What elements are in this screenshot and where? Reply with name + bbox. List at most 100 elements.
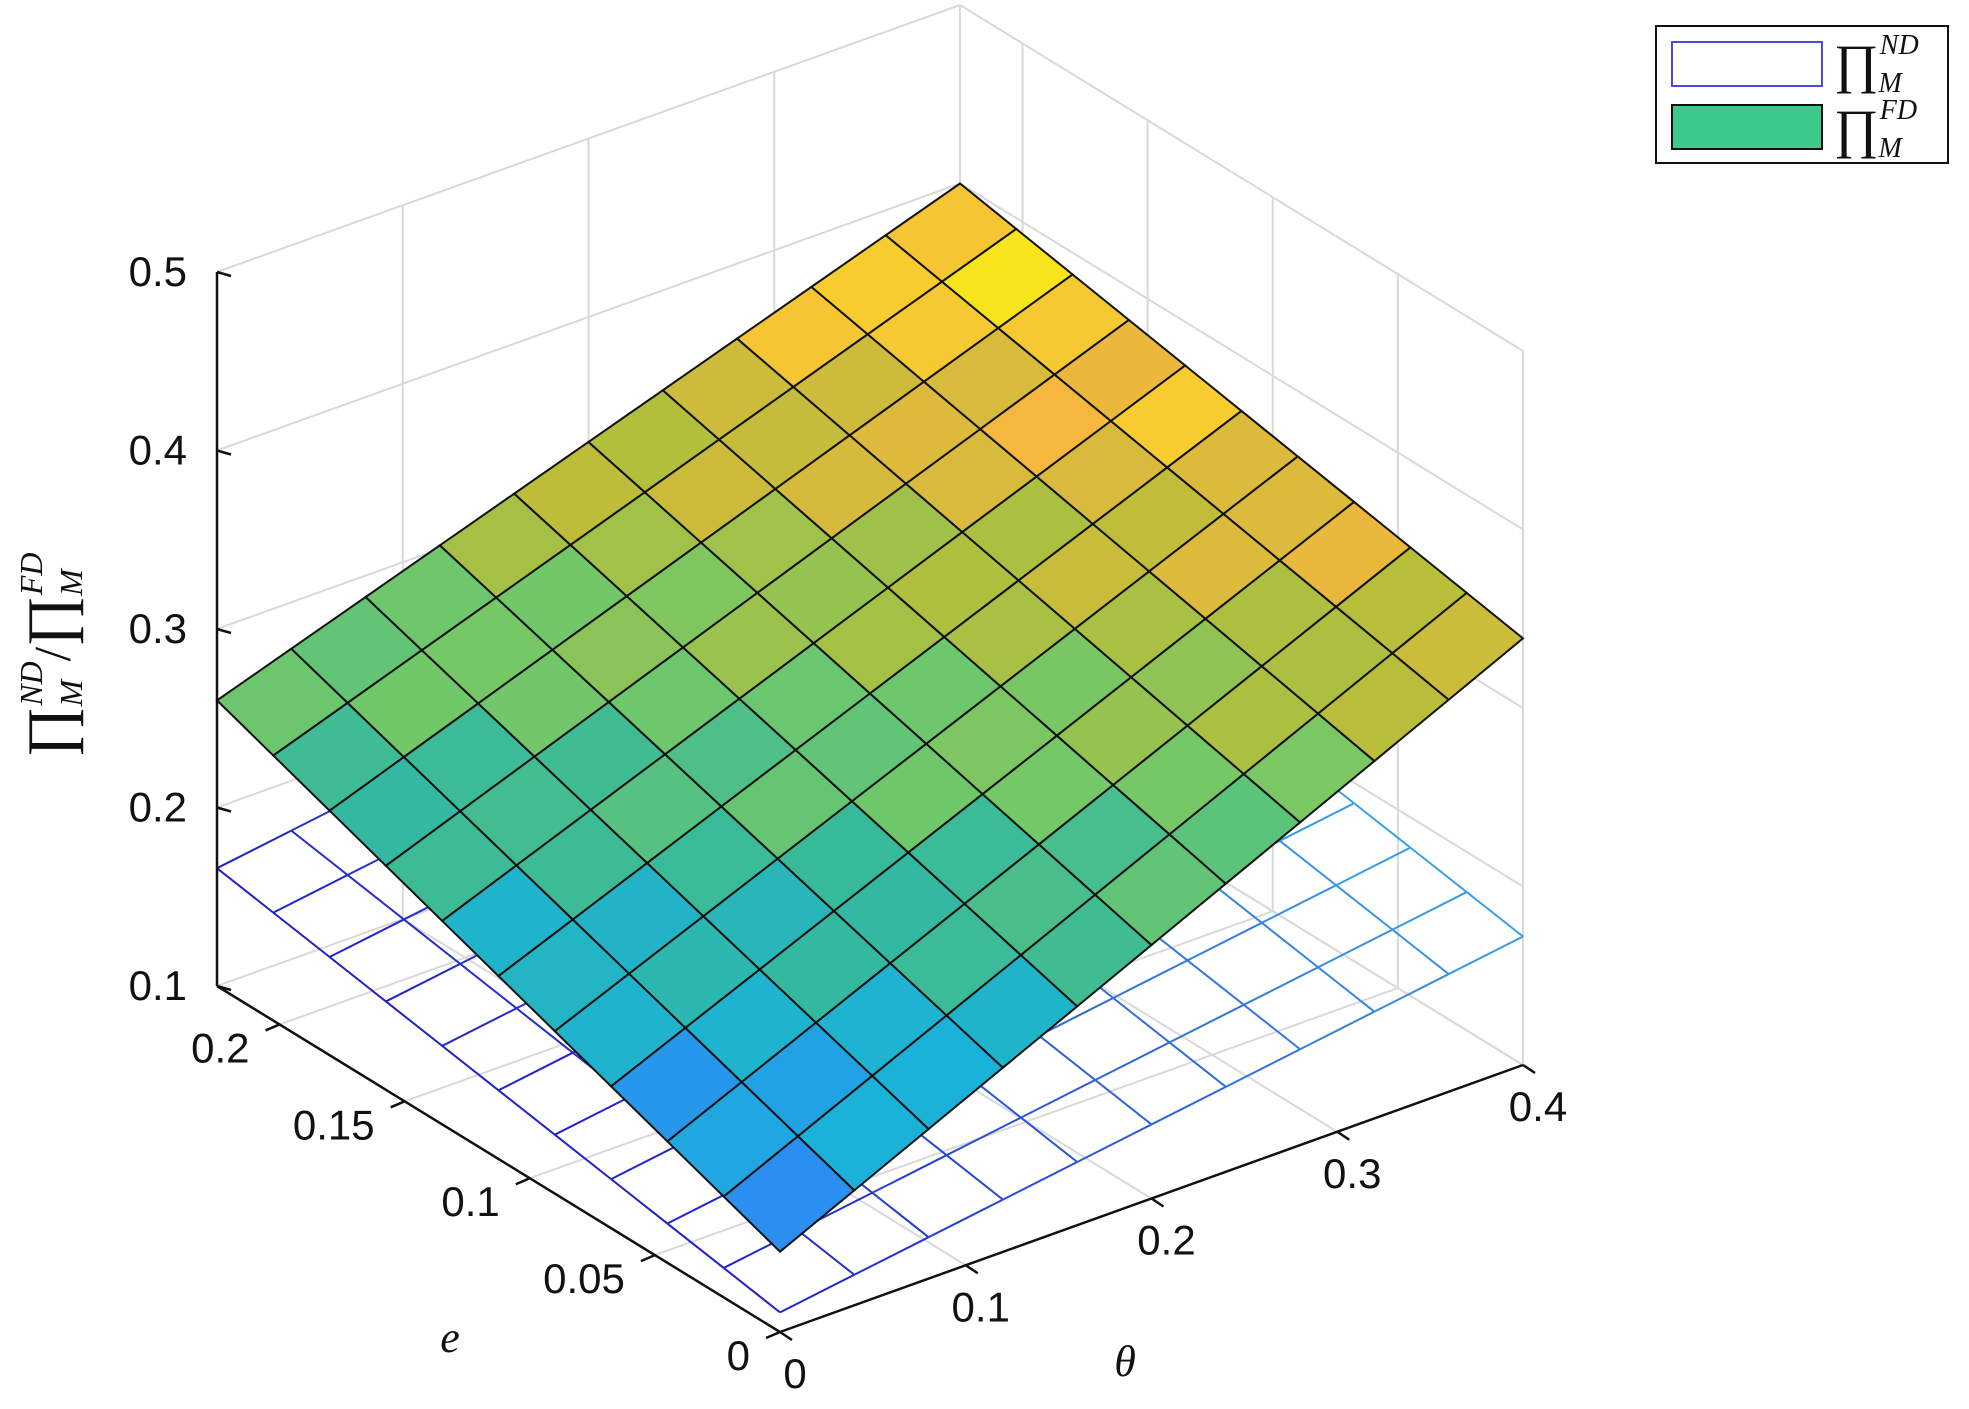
z-label-sub-2: M (53, 567, 89, 597)
y-tick-mark (640, 1253, 656, 1263)
nd-mesh-line (216, 867, 274, 914)
x-tick-label: 0.4 (1509, 1083, 1567, 1130)
fd-surface-cell (1390, 591, 1525, 702)
nd-mesh-line (1243, 966, 1319, 1006)
nd-mesh-line (346, 874, 405, 921)
nd-mesh-line (1243, 1004, 1301, 1051)
nd-mesh-line (666, 1222, 725, 1269)
nd-mesh-line (1094, 1079, 1153, 1126)
z-tick-mark (216, 806, 232, 813)
nd-mesh-line (1261, 922, 1319, 969)
y-tick-mark (390, 1100, 406, 1109)
x-tick-label: 0.3 (1323, 1150, 1381, 1197)
nd-mesh-line (871, 1154, 948, 1194)
z-tick-label: 0.1 (129, 962, 187, 1009)
y-tick-mark (515, 1177, 531, 1186)
nd-mesh-line (272, 911, 331, 958)
nd-mesh-line (328, 956, 387, 1003)
tick-labels: 00.10.20.30.400.050.10.150.20.10.20.30.4… (129, 248, 1568, 1397)
nd-mesh-line (1020, 1079, 1096, 1119)
y-tick-label: 0.2 (191, 1024, 249, 1071)
nd-mesh-line (1409, 846, 1468, 893)
nd-mesh-line (1186, 959, 1245, 1006)
z-tick-mark (216, 449, 232, 456)
nd-mesh-line (459, 963, 518, 1010)
nd-mesh-line (385, 1000, 443, 1047)
nd-mesh-line (797, 1229, 855, 1276)
nd-mesh-line (1094, 1041, 1170, 1081)
nd-mesh-line (1002, 1161, 1078, 1201)
legend-label-fd: ∏MFD (1834, 95, 1917, 164)
nd-mesh-line (610, 1178, 669, 1225)
nd-mesh-line (1225, 1048, 1301, 1088)
grid-line-z-side-3 (959, 182, 1524, 531)
nd-mesh-line (1299, 1010, 1375, 1051)
y-tick-mark (765, 1330, 781, 1340)
nd-mesh-line (554, 1096, 630, 1136)
legend-swatch-fd (1671, 104, 1823, 150)
nd-mesh-line (1448, 935, 1524, 975)
nd-mesh-line (723, 1267, 781, 1314)
x-tick-mark (1336, 1130, 1350, 1141)
x-tick-mark (1150, 1197, 1165, 1208)
y-tick-label: 0 (727, 1332, 750, 1379)
nd-mesh-line (1466, 891, 1524, 938)
nd-mesh-line (779, 1273, 855, 1314)
series-fd-surface (215, 182, 1525, 1254)
legend: ∏MND ∏MFD (1655, 25, 1949, 164)
nd-mesh-line (1391, 891, 1468, 931)
x-tick-label: 0.2 (1137, 1217, 1195, 1264)
x-tick-label: 0 (783, 1350, 806, 1397)
nd-mesh-line (1261, 884, 1337, 924)
x-axis-label: θ (1114, 1337, 1136, 1386)
legend-label-nd: ∏MND (1834, 30, 1919, 99)
z-label-main-1: ∏ (16, 706, 84, 757)
nd-mesh-line (441, 1007, 517, 1047)
z-label-main-2: ∏ (16, 596, 84, 647)
nd-mesh-line (1038, 997, 1114, 1037)
nd-mesh-line (498, 1051, 574, 1092)
nd-mesh-line (1391, 928, 1450, 975)
nd-mesh-line (497, 1089, 556, 1136)
z-tick-mark (216, 627, 232, 635)
nd-mesh-line (1353, 802, 1412, 849)
z-tick-label: 0.3 (129, 605, 187, 652)
nd-mesh-line (515, 1007, 574, 1054)
nd-mesh-line (1317, 928, 1393, 969)
x-tick-mark (1522, 1063, 1536, 1075)
z-axis-label: ∏MND/∏MFD (13, 553, 89, 758)
x-tick-mark (965, 1264, 979, 1275)
nd-mesh-line (945, 1154, 1004, 1201)
nd-mesh-line (1151, 1085, 1227, 1126)
z-tick-mark (216, 270, 232, 278)
nd-mesh-line (1279, 840, 1337, 887)
y-tick-label: 0.15 (293, 1101, 375, 1148)
z-tick-mark (216, 984, 232, 992)
y-axis-line (216, 984, 781, 1334)
nd-mesh-line (928, 1198, 1004, 1239)
nd-mesh-line (329, 918, 405, 958)
nd-mesh-line (216, 829, 292, 870)
nd-mesh-line (1373, 973, 1450, 1013)
nd-mesh-line (946, 1116, 1022, 1157)
axes (215, 270, 1536, 1342)
nd-mesh-line (1187, 921, 1263, 962)
x-tick-label: 0.1 (952, 1283, 1010, 1330)
legend-swatch-nd (1671, 41, 1823, 87)
z-label-sup-2: FD (13, 553, 49, 597)
nd-mesh-line (554, 1133, 612, 1180)
nd-mesh-line (1168, 1041, 1227, 1088)
z-tick-label: 0.5 (129, 248, 187, 295)
svg-text:∏MND/∏MFD: ∏MND/∏MFD (13, 553, 89, 758)
nd-mesh-line (1112, 997, 1171, 1044)
nd-mesh-line (403, 918, 461, 965)
nd-mesh-line (871, 1191, 930, 1238)
nd-mesh-line (1335, 884, 1394, 931)
z-tick-label: 0.2 (129, 784, 187, 831)
nd-mesh-line (290, 829, 349, 876)
nd-mesh-line (1038, 1034, 1096, 1081)
nd-mesh-line (1317, 966, 1376, 1013)
nd-mesh-line (1279, 802, 1355, 842)
y-axis-label: e (440, 1313, 460, 1362)
